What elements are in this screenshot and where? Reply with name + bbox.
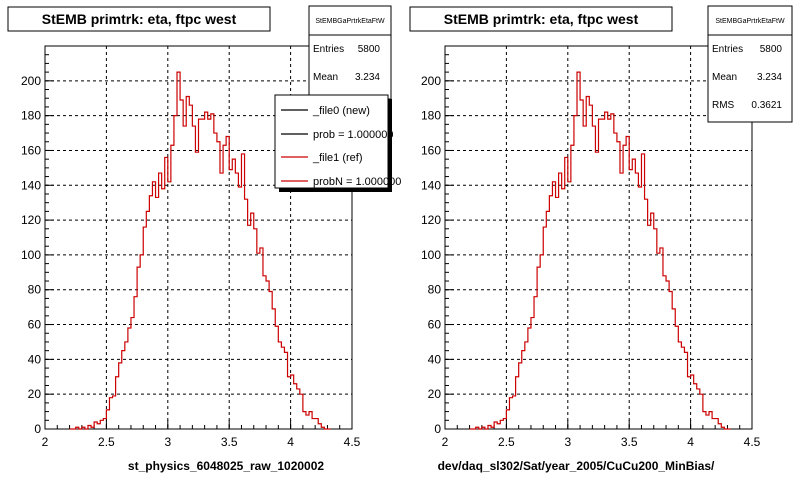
stats-mean-value: 3.234 — [355, 72, 380, 83]
stats-box: StEMBGaPrtrkEtaFtW Entries 5800 Mean 3.2… — [707, 5, 793, 123]
x-tick-label: 4 — [687, 435, 694, 449]
panel-2: 2 2.5 3 3.5 4 4.5 0 20 40 60 80 100 120 140 160 180 200… — [409, 5, 793, 473]
stats-entries-value: 5800 — [358, 44, 381, 55]
y-tick-label: 160 — [21, 143, 41, 157]
x-tick-label: 3 — [564, 435, 571, 449]
x-tick-label: 4.5 — [344, 435, 361, 449]
x-tick-label: 3 — [164, 435, 171, 449]
legend-label-file1: _file1 (ref) — [312, 152, 363, 164]
stats-entries-label: Entries — [712, 44, 743, 55]
y-tick-label: 60 — [28, 318, 42, 332]
chart-title: StEMB primtrk: eta, ftpc west — [42, 11, 237, 27]
y-tick-label: 60 — [428, 318, 442, 332]
stats-frame — [707, 5, 793, 123]
y-tick-label: 0 — [34, 422, 41, 436]
grid — [45, 46, 352, 429]
x-tick-label: 3.5 — [621, 435, 638, 449]
y-tick-label: 140 — [21, 178, 41, 192]
legend-label-file0: _file0 (new) — [312, 105, 370, 117]
y-tick-label: 180 — [421, 109, 441, 123]
stats-mean-value: 3.234 — [757, 72, 782, 83]
panel-1: 2 2.5 3 3.5 4 4.5 0 20 40 60 80 100 120 140 160 180 200… — [7, 5, 401, 473]
title-box — [409, 6, 673, 32]
stats-entries-label: Entries — [313, 44, 344, 55]
x-ticks: 2 2.5 3 3.5 4 4.5 — [442, 420, 761, 449]
y-tick-label: 20 — [28, 387, 42, 401]
y-tick-label: 40 — [28, 352, 42, 366]
y-tick-label: 40 — [428, 352, 442, 366]
y-ticks: 0 20 40 60 80 100 120 140 160 180 200 — [21, 45, 54, 436]
x-tick-label: 4.5 — [744, 435, 761, 449]
stats-title: StEMBGaPrtrkEtaFtW — [315, 18, 385, 25]
y-tick-label: 120 — [21, 213, 41, 227]
x-axis-label: dev/daq_sl302/Sat/year_2005/CuCu200_MinB… — [438, 459, 715, 473]
y-tick-label: 80 — [428, 283, 442, 297]
histogram-series — [69, 71, 331, 430]
y-tick-label: 80 — [28, 283, 42, 297]
stats-rms-value: 0.3621 — [751, 100, 782, 111]
stats-rms-label: RMS — [712, 100, 735, 111]
x-axis-label: st_physics_6048025_raw_1020002 — [128, 459, 324, 473]
plot-frame — [444, 45, 753, 430]
x-tick-label: 2 — [42, 435, 49, 449]
stats-mean-label: Mean — [313, 72, 338, 83]
legend: _file0 (new) prob = 1.000000 _file1 (ref… — [274, 94, 401, 192]
x-tick-label: 2.5 — [98, 435, 115, 449]
x-ticks: 2 2.5 3 3.5 4 4.5 — [42, 420, 361, 449]
stats-mean-label: Mean — [712, 72, 737, 83]
grid — [445, 46, 752, 429]
x-tick-label: 4 — [287, 435, 294, 449]
chart-title: StEMB primtrk: eta, ftpc west — [444, 11, 639, 27]
x-tick-label: 2.5 — [498, 435, 515, 449]
stats-box: StEMBGaPrtrkEtaFtW Entries 5800 Mean 3.2… — [308, 5, 392, 100]
legend-label-probN: probN = 1.000000 — [313, 176, 401, 188]
y-tick-label: 200 — [21, 74, 41, 88]
y-ticks: 0 20 40 60 80 100 120 140 160 180 200 — [421, 45, 454, 436]
x-tick-label: 3.5 — [221, 435, 238, 449]
stats-title: StEMBGaPrtrkEtaFtW — [715, 18, 785, 25]
y-tick-label: 160 — [421, 143, 441, 157]
y-tick-label: 120 — [421, 213, 441, 227]
y-tick-label: 100 — [21, 248, 41, 262]
y-tick-label: 0 — [434, 422, 441, 436]
y-tick-label: 100 — [421, 248, 441, 262]
histogram-series — [469, 71, 731, 430]
x-tick-label: 2 — [442, 435, 449, 449]
legend-label-prob: prob = 1.000000 — [313, 129, 393, 141]
y-tick-label: 200 — [421, 74, 441, 88]
y-tick-label: 180 — [21, 109, 41, 123]
title-box — [7, 6, 271, 32]
y-tick-label: 20 — [428, 387, 442, 401]
stats-entries-value: 5800 — [760, 44, 783, 55]
y-tick-label: 140 — [421, 178, 441, 192]
